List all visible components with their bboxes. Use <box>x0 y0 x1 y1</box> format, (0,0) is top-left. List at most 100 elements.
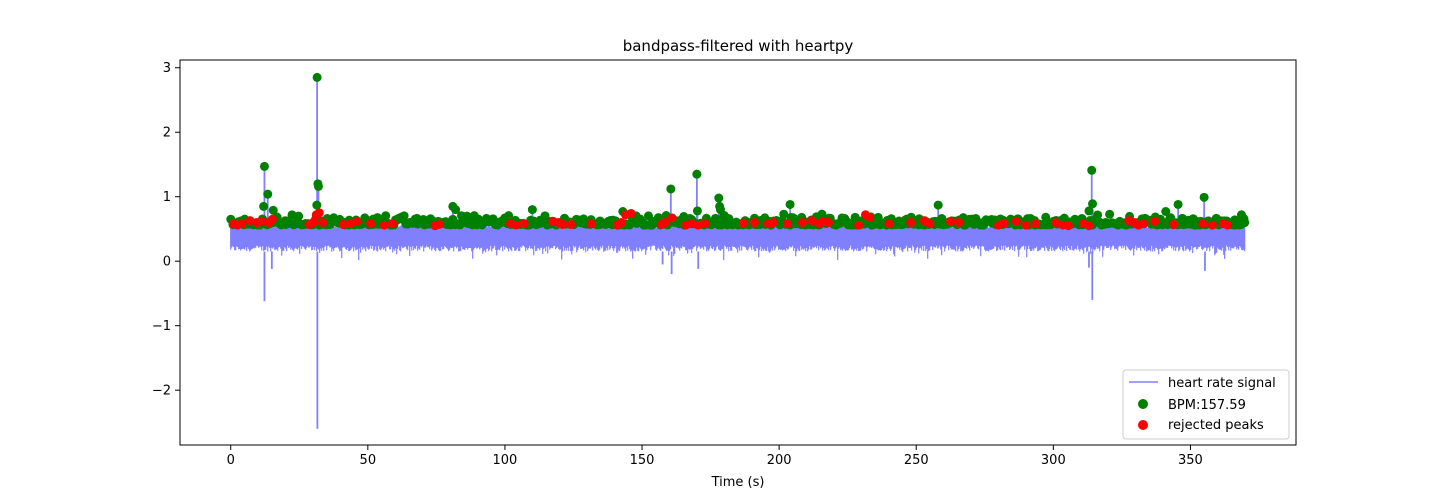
rejected-peak-point <box>434 219 444 229</box>
legend-rejected-swatch <box>1138 420 1148 430</box>
y-tick-label: −1 <box>152 319 171 334</box>
rejected-peak-point <box>1031 219 1041 229</box>
rejected-peak-point <box>352 216 362 226</box>
rejected-peak-point <box>954 218 964 228</box>
legend-accepted-label: BPM:157.59 <box>1168 398 1246 413</box>
accepted-peak-point <box>259 161 269 171</box>
rejected-peak-point <box>769 218 779 228</box>
rejected-peak-point <box>854 220 864 230</box>
y-axis: −2 −1 0 1 2 3 <box>152 61 180 399</box>
rejected-peak-point <box>749 218 759 228</box>
x-tick-label: 50 <box>360 453 377 468</box>
rejected-peak-point <box>338 219 348 229</box>
rejected-peak-point <box>1150 216 1160 226</box>
accepted-peak-point <box>259 201 269 211</box>
rejected-peak-point <box>1084 221 1094 231</box>
accepted-peak-point <box>1087 165 1097 175</box>
rejected-peak-point <box>366 219 376 229</box>
x-tick-label: 250 <box>904 453 929 468</box>
accepted-peak-point <box>399 211 409 221</box>
accepted-peak-point <box>381 211 391 221</box>
heart-rate-signal-band <box>230 223 1246 261</box>
accepted-peak-point <box>263 189 273 199</box>
rejected-peak-point <box>1051 218 1061 228</box>
rejected-peak-point <box>906 218 916 228</box>
x-tick-label: 100 <box>493 453 518 468</box>
accepted-peak-point <box>1088 199 1098 209</box>
legend-signal-label: heart rate signal <box>1168 376 1276 391</box>
x-tick-label: 300 <box>1041 453 1066 468</box>
accepted-peak-point <box>714 193 724 203</box>
accepted-peak-point <box>313 181 323 191</box>
x-tick-label: 200 <box>767 453 792 468</box>
rejected-peak-point <box>237 219 247 229</box>
y-tick-label: 3 <box>163 61 171 76</box>
accepted-peak-point <box>1239 214 1249 224</box>
y-tick-label: −2 <box>152 384 171 399</box>
rejected-peak-point <box>379 220 389 230</box>
accepted-peak-point <box>692 206 702 216</box>
rejected-peak-point <box>946 216 956 226</box>
accepted-peak-point <box>294 211 304 221</box>
rejected-peak-point <box>267 214 277 224</box>
accepted-peak-point <box>527 205 537 215</box>
rejected-peak-point <box>660 218 670 228</box>
y-tick-label: 0 <box>163 255 171 270</box>
x-axis: 0 50 100 150 200 250 300 350 <box>227 445 1203 468</box>
rejected-peak-point <box>566 219 576 229</box>
accepted-peak-point <box>692 169 702 179</box>
accepted-peak-point <box>312 200 322 210</box>
rejected-peak-point <box>1063 221 1073 231</box>
rejected-peak-point <box>1021 220 1031 230</box>
accepted-peak-point <box>817 209 827 219</box>
accepted-peak-point <box>779 209 789 219</box>
rejected-peak-point <box>700 219 710 229</box>
x-axis-title: Time (s) <box>711 475 765 490</box>
accepted-peak-point <box>540 211 550 221</box>
rejected-peak-point <box>807 216 817 226</box>
rejected-peak-point <box>586 219 596 229</box>
rejected-peak-point <box>667 213 677 223</box>
accepted-peak-point <box>666 184 676 194</box>
rejected-peak-point <box>1198 219 1208 229</box>
rejected-peak-point <box>626 208 636 218</box>
plot-frame <box>179 59 1297 446</box>
rejected-peak-point <box>1222 220 1232 230</box>
accepted-peak-point <box>268 205 278 215</box>
rejected-peak-point <box>865 212 875 222</box>
accepted-peak-point <box>715 205 725 215</box>
rejected-peak-point <box>388 219 398 229</box>
accepted-peak-point <box>462 211 472 221</box>
chart-title: bandpass-filtered with heartpy <box>623 37 854 55</box>
rejected-peak-point <box>314 208 324 218</box>
accepted-peak-point <box>451 205 461 215</box>
legend-box <box>1122 369 1290 440</box>
rejected-peaks-layer <box>228 208 1232 231</box>
rejected-peak-point <box>999 218 1009 228</box>
rejected-peak-point <box>686 219 696 229</box>
accepted-peak-point <box>1093 210 1103 220</box>
rejected-peak-point <box>318 218 328 228</box>
rejected-peak-point <box>257 216 267 226</box>
rejected-peak-point <box>308 218 318 228</box>
accepted-peak-point <box>1041 212 1051 222</box>
x-tick-label: 150 <box>630 453 655 468</box>
rejected-peak-point <box>738 218 748 228</box>
plot-area <box>226 72 1250 429</box>
accepted-peak-point <box>1199 192 1209 202</box>
accepted-peak-point <box>312 72 322 82</box>
rejected-peak-point <box>693 220 703 230</box>
rejected-peak-point <box>797 218 807 228</box>
legend-accepted-swatch <box>1138 399 1148 409</box>
rejected-peak-point <box>1011 216 1021 226</box>
rejected-peak-point <box>1169 219 1179 229</box>
accepted-peak-point <box>933 200 943 210</box>
accepted-peak-point <box>1173 199 1183 209</box>
accepted-peak-point <box>785 199 795 209</box>
accepted-peak-point <box>1105 209 1115 219</box>
rejected-peak-point <box>616 218 626 228</box>
rejected-peak-point <box>558 219 568 229</box>
rejected-peak-point <box>519 219 529 229</box>
accepted-peak-point <box>1084 206 1094 216</box>
rejected-peak-point <box>1139 219 1149 229</box>
